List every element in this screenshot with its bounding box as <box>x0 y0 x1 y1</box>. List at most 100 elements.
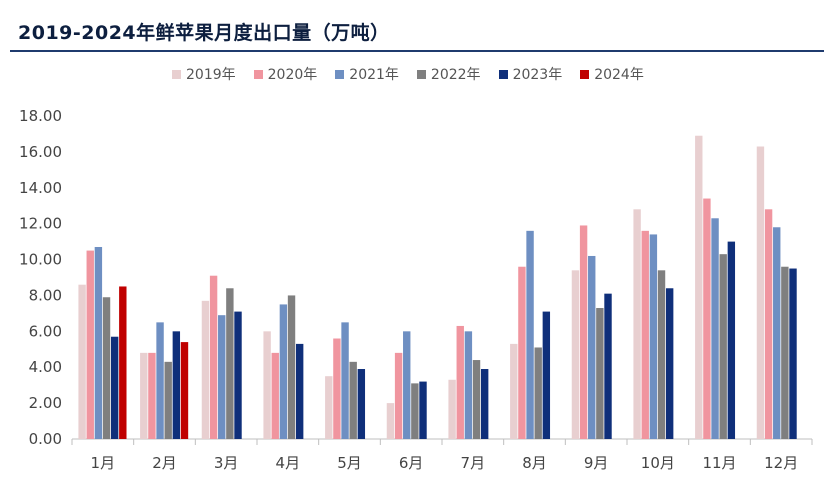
bar <box>201 300 210 439</box>
legend-swatch <box>172 69 181 79</box>
x-tick-label: 2月 <box>152 454 177 472</box>
bar <box>464 331 473 439</box>
bar <box>386 403 395 439</box>
legend-item: 2024年 <box>580 64 644 84</box>
bar <box>579 225 588 439</box>
bar <box>325 376 333 439</box>
chart-legend: 2019年 2020年 2021年 2022年 2023年 2024年 <box>172 64 644 84</box>
bar <box>86 250 94 439</box>
bar <box>156 322 164 439</box>
bar <box>534 347 542 439</box>
bar <box>695 135 703 440</box>
x-tick-label: 11月 <box>702 454 736 472</box>
title-underline <box>10 50 824 52</box>
bar <box>78 284 86 439</box>
legend-item: 2020年 <box>253 64 318 84</box>
y-tick-label: 10.00 <box>19 251 62 269</box>
bar <box>641 230 649 439</box>
bar <box>773 227 781 439</box>
x-tick-label: 3月 <box>214 454 239 472</box>
bar <box>657 270 666 439</box>
bar <box>596 308 604 439</box>
bar <box>349 361 357 439</box>
y-tick-label: 8.00 <box>29 286 62 304</box>
legend-swatch <box>580 69 590 79</box>
legend-label: 2022年 <box>430 67 481 83</box>
bar <box>394 352 403 439</box>
bar <box>764 209 773 439</box>
bar <box>510 343 518 439</box>
bar <box>649 234 658 439</box>
y-tick-label: 18.00 <box>19 107 62 125</box>
bar <box>542 311 551 439</box>
x-tick-label: 9月 <box>584 454 609 472</box>
x-tick-label: 1月 <box>91 454 116 472</box>
legend-swatch <box>498 69 508 79</box>
bar <box>263 331 271 439</box>
bar <box>148 352 156 439</box>
legend-label: 2023年 <box>512 67 563 83</box>
bar <box>789 268 797 439</box>
x-tick-label: 8月 <box>522 454 547 472</box>
bar <box>94 246 103 439</box>
bar <box>119 286 127 439</box>
bar <box>287 295 296 439</box>
legend-label: 2019年 <box>186 67 236 83</box>
legend-label: 2024年 <box>594 67 644 83</box>
bar <box>711 218 719 439</box>
x-tick-label: 10月 <box>641 454 675 472</box>
bar <box>226 288 234 439</box>
bar <box>456 325 464 439</box>
bar <box>588 255 596 439</box>
bar <box>110 336 119 439</box>
y-tick-label: 2.00 <box>29 394 62 412</box>
legend-item: 2022年 <box>416 64 481 84</box>
bar <box>727 241 736 439</box>
x-tick-label: 5月 <box>337 454 362 472</box>
bar <box>279 304 288 439</box>
bar <box>518 266 526 439</box>
bar <box>719 254 727 439</box>
bar <box>403 331 411 439</box>
bar <box>164 361 172 439</box>
bar <box>781 266 789 439</box>
bar <box>571 270 580 439</box>
bar <box>172 331 181 439</box>
legend-item: 2019年 <box>172 64 236 84</box>
bar <box>448 379 456 439</box>
bar <box>411 383 419 439</box>
bar <box>180 342 189 439</box>
bar <box>218 315 226 439</box>
bar <box>140 352 148 439</box>
y-tick-label: 0.00 <box>29 430 62 448</box>
y-tick-label: 6.00 <box>29 322 62 340</box>
bar <box>480 369 489 439</box>
bar <box>333 338 341 439</box>
x-tick-label: 7月 <box>461 454 486 472</box>
chart-title: 2019-2024年鲜苹果月度出口量（万吨） <box>18 22 390 44</box>
x-tick-label: 6月 <box>399 454 424 472</box>
legend-label: 2021年 <box>349 67 399 83</box>
legend-swatch <box>253 69 263 79</box>
legend-item: 2021年 <box>335 64 399 84</box>
bar <box>102 297 111 439</box>
bar <box>234 311 242 439</box>
bar <box>341 322 349 439</box>
legend-item: 2023年 <box>498 64 563 84</box>
bar <box>271 352 279 439</box>
x-tick-label: 4月 <box>276 454 301 472</box>
bar <box>209 275 218 439</box>
legend-label: 2020年 <box>267 67 318 83</box>
bar <box>703 198 711 439</box>
y-tick-label: 14.00 <box>19 179 62 197</box>
bar <box>604 293 612 439</box>
x-tick-label: 12月 <box>764 454 798 472</box>
bar <box>357 369 366 439</box>
bar <box>295 343 304 439</box>
legend-swatch <box>335 69 345 79</box>
bar <box>665 288 674 439</box>
bar <box>756 146 765 439</box>
y-tick-label: 4.00 <box>29 358 62 376</box>
y-tick-label: 12.00 <box>19 215 62 233</box>
